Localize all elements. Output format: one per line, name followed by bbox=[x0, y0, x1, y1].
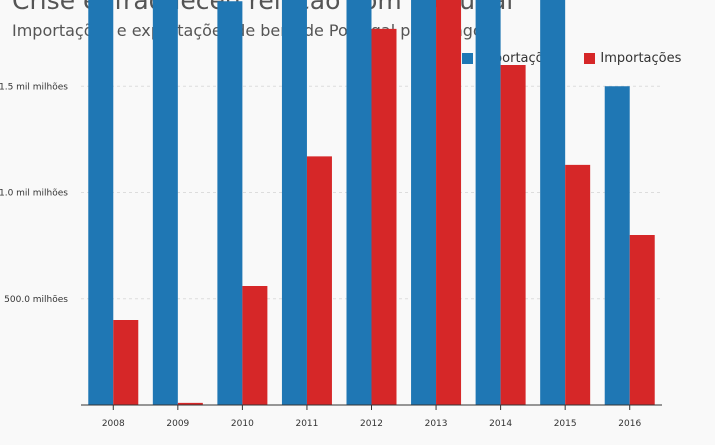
bar-importacoes bbox=[629, 235, 655, 405]
x-tick-label: 2009 bbox=[166, 419, 189, 429]
bar-exportacoes bbox=[88, 0, 114, 405]
bar-importacoes bbox=[565, 164, 591, 405]
y-tick-label: 1.0 mil milhões bbox=[0, 189, 68, 199]
bar-exportacoes bbox=[475, 0, 501, 405]
x-tick-label: 2011 bbox=[295, 419, 318, 429]
bar-exportacoes bbox=[346, 0, 372, 405]
bar-exportacoes bbox=[281, 0, 307, 405]
y-tick-label: 500.0 milhões bbox=[4, 295, 68, 305]
x-tick-label: 2010 bbox=[231, 419, 254, 429]
legend-swatch-exportacoes bbox=[462, 53, 473, 64]
bar-importacoes bbox=[242, 286, 268, 405]
chart-title: Crise enfraqueceu relação com Portugal bbox=[12, 0, 514, 15]
legend-label-importacoes: Importações bbox=[600, 51, 682, 66]
bar-exportacoes bbox=[217, 1, 243, 405]
bar-importacoes bbox=[113, 320, 139, 405]
x-tick-label: 2012 bbox=[360, 419, 383, 429]
bar-exportacoes bbox=[540, 0, 566, 405]
x-tick-label: 2016 bbox=[618, 419, 641, 429]
x-tick-label: 2008 bbox=[102, 419, 125, 429]
x-tick-label: 2014 bbox=[489, 419, 512, 429]
bar-importacoes bbox=[306, 156, 332, 405]
x-tick-label: 2013 bbox=[425, 419, 448, 429]
bar-importacoes bbox=[371, 28, 397, 405]
bar-importacoes bbox=[500, 65, 526, 405]
bar-exportacoes bbox=[411, 0, 437, 405]
x-tick-label: 2015 bbox=[554, 419, 577, 429]
legend-item-importacoes: Importações bbox=[584, 51, 681, 66]
bar-importacoes bbox=[177, 402, 203, 405]
y-tick-label: 1.5 mil milhões bbox=[0, 82, 68, 92]
bar-importacoes bbox=[436, 0, 462, 405]
bar-exportacoes bbox=[152, 0, 178, 405]
legend-swatch-importacoes bbox=[584, 53, 596, 64]
bar-exportacoes bbox=[604, 86, 630, 405]
